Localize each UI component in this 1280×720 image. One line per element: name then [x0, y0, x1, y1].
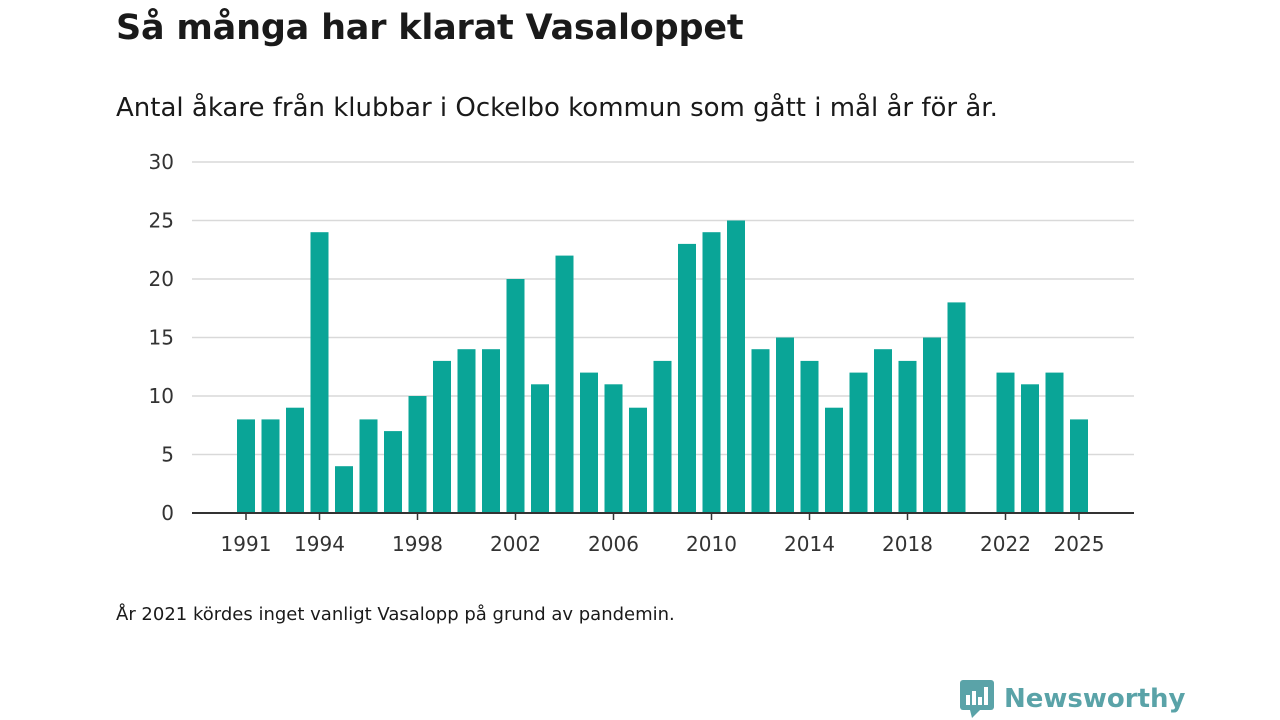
bar-1997: [384, 431, 402, 513]
x-tick-label: 1998: [392, 532, 443, 556]
bar-1995: [335, 466, 353, 513]
bar-2006: [604, 384, 623, 513]
bar-2009: [678, 243, 696, 513]
bars: [237, 220, 1088, 513]
bar-1996: [359, 419, 378, 513]
brand-name: Newsworthy: [1004, 684, 1186, 714]
newsworthy-logo-icon: [960, 680, 994, 718]
x-tick-label: 2022: [980, 532, 1031, 556]
bar-2024: [1045, 372, 1064, 513]
bar-2022: [996, 372, 1015, 513]
bar-2017: [874, 349, 892, 513]
x-tick-label: 1994: [294, 532, 345, 556]
bar-2025: [1070, 419, 1088, 513]
brand-logo: Newsworthy: [960, 680, 1185, 718]
bar-2003: [531, 384, 549, 513]
bar-2010: [702, 232, 721, 513]
bar-2002: [506, 279, 525, 513]
bar-2023: [1021, 384, 1039, 513]
bar-2019: [923, 337, 941, 513]
bar-2004: [555, 255, 574, 513]
bar-1993: [286, 407, 304, 513]
x-axis-ticks: 1991 1994 1998 2002 2006 2010 2014 2018 2022 2025: [221, 513, 1105, 556]
x-tick-label: 2025: [1054, 532, 1105, 556]
bar-2011: [727, 220, 745, 513]
bar-2005: [580, 372, 598, 513]
bar-2008: [653, 360, 672, 513]
bar-2016: [849, 372, 868, 513]
x-tick-label: 2018: [882, 532, 933, 556]
chart-title: Så många har klarat Vasaloppet: [116, 8, 744, 48]
x-tick-label: 2014: [784, 532, 835, 556]
x-tick-label: 2010: [686, 532, 737, 556]
bar-2020: [947, 302, 966, 513]
x-tick-label: 1991: [221, 532, 272, 556]
bar-2012: [751, 349, 770, 513]
chart-subtitle: Antal åkare från klubbar i Ockelbo kommu…: [116, 93, 998, 123]
bar-1992: [261, 419, 280, 513]
bar-1998: [408, 396, 427, 513]
y-tick-label: 0: [161, 501, 174, 525]
bar-1994: [310, 232, 329, 513]
bar-1999: [433, 360, 451, 513]
x-tick-label: 2002: [490, 532, 541, 556]
bar-2018: [898, 360, 917, 513]
y-axis-ticks: 0 5 10 15 20 25 30: [149, 150, 174, 525]
y-tick-label: 20: [149, 267, 174, 291]
bar-2000: [457, 349, 476, 513]
bar-2015: [825, 407, 843, 513]
y-tick-label: 15: [149, 326, 174, 350]
y-tick-label: 5: [161, 443, 174, 467]
y-tick-label: 30: [149, 150, 174, 174]
footnote: År 2021 kördes inget vanligt Vasalopp på…: [116, 604, 675, 625]
y-tick-label: 10: [149, 384, 174, 408]
bar-2013: [776, 337, 794, 513]
bar-2007: [629, 407, 647, 513]
bar-2001: [482, 349, 500, 513]
x-tick-label: 2006: [588, 532, 639, 556]
bar-2014: [800, 360, 819, 513]
bar-1991: [237, 419, 255, 513]
y-tick-label: 25: [149, 209, 174, 233]
